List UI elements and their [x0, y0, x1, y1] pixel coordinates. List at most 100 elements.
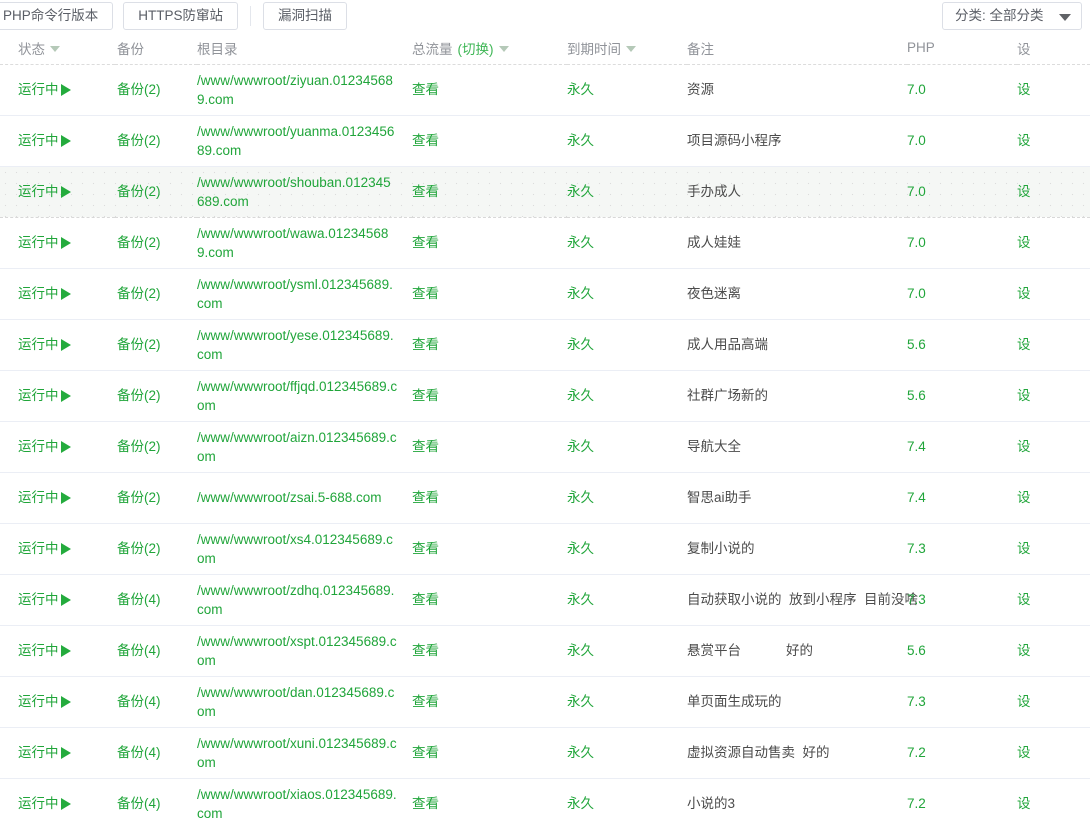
table-row[interactable]: 运行中 备份(2) /www/wwwroot/yese.012345689.com 查…: [0, 319, 1090, 370]
backup-link[interactable]: 备份(2): [117, 82, 161, 97]
settings-link[interactable]: 设: [1017, 82, 1031, 97]
backup-link[interactable]: 备份(2): [117, 133, 161, 148]
expire-date-link[interactable]: 永久: [567, 745, 594, 760]
play-icon[interactable]: [60, 135, 71, 147]
table-row[interactable]: 运行中 备份(2) /www/wwwroot/xs4.012345689.com 查看…: [0, 523, 1090, 574]
backup-link[interactable]: 备份(2): [117, 286, 161, 301]
settings-link[interactable]: 设: [1017, 490, 1031, 505]
backup-link[interactable]: 备份(2): [117, 388, 161, 403]
expire-date-link[interactable]: 永久: [567, 694, 594, 709]
expire-date-link[interactable]: 永久: [567, 439, 594, 454]
play-icon[interactable]: [60, 441, 71, 453]
backup-link[interactable]: 备份(4): [117, 796, 161, 811]
php-cli-version-button[interactable]: PHP命令行版本: [0, 2, 114, 30]
backup-link[interactable]: 备份(2): [117, 235, 161, 250]
table-row[interactable]: 运行中 备份(4) /www/wwwroot/xiaos.012345689.com…: [0, 778, 1090, 825]
root-path-link[interactable]: /www/wwwroot/ysml.012345689.com: [197, 276, 393, 311]
expire-date-link[interactable]: 永久: [567, 133, 594, 148]
table-row[interactable]: 运行中 备份(2) /www/wwwroot/shouban.012345689.c…: [0, 166, 1090, 217]
play-icon[interactable]: [60, 288, 71, 300]
backup-link[interactable]: 备份(2): [117, 184, 161, 199]
backup-link[interactable]: 备份(4): [117, 592, 161, 607]
view-traffic-link[interactable]: 查看: [412, 82, 439, 97]
expire-date-link[interactable]: 永久: [567, 337, 594, 352]
table-row[interactable]: 运行中 备份(4) /www/wwwroot/xuni.012345689.com 查…: [0, 727, 1090, 778]
view-traffic-link[interactable]: 查看: [412, 796, 439, 811]
view-traffic-link[interactable]: 查看: [412, 643, 439, 658]
backup-link[interactable]: 备份(4): [117, 745, 161, 760]
vulnerability-scan-button[interactable]: 漏洞扫描: [263, 2, 348, 30]
settings-link[interactable]: 设: [1017, 133, 1031, 148]
sort-caret-icon[interactable]: [498, 45, 509, 52]
settings-link[interactable]: 设: [1017, 184, 1031, 199]
play-icon[interactable]: [60, 186, 71, 198]
play-icon[interactable]: [60, 339, 71, 351]
php-version-link[interactable]: 7.3: [907, 694, 926, 709]
view-traffic-link[interactable]: 查看: [412, 745, 439, 760]
backup-link[interactable]: 备份(2): [117, 439, 161, 454]
root-path-link[interactable]: /www/wwwroot/xuni.012345689.com: [197, 735, 397, 770]
view-traffic-link[interactable]: 查看: [412, 490, 439, 505]
play-icon[interactable]: [60, 645, 71, 657]
expire-date-link[interactable]: 永久: [567, 388, 594, 403]
table-row[interactable]: 运行中 备份(2) /www/wwwroot/ysml.012345689.com 查…: [0, 268, 1090, 319]
sort-caret-icon[interactable]: [50, 45, 60, 52]
expire-date-link[interactable]: 永久: [567, 541, 594, 556]
settings-link[interactable]: 设: [1017, 745, 1031, 760]
view-traffic-link[interactable]: 查看: [412, 388, 439, 403]
settings-link[interactable]: 设: [1017, 286, 1031, 301]
root-path-link[interactable]: /www/wwwroot/xspt.012345689.com: [197, 633, 397, 668]
root-path-link[interactable]: /www/wwwroot/shouban.012345689.com: [197, 174, 391, 209]
play-icon[interactable]: [60, 594, 71, 606]
root-path-link[interactable]: /www/wwwroot/yese.012345689.com: [197, 327, 394, 362]
table-row[interactable]: 运行中 备份(2) /www/wwwroot/aizn.012345689.com 查…: [0, 421, 1090, 472]
play-icon[interactable]: [60, 237, 71, 249]
play-icon[interactable]: [60, 798, 71, 810]
php-version-link[interactable]: 7.0: [907, 286, 926, 301]
php-version-link[interactable]: 7.2: [907, 796, 926, 811]
php-version-link[interactable]: 5.6: [907, 337, 926, 352]
view-traffic-link[interactable]: 查看: [412, 541, 439, 556]
root-path-link[interactable]: /www/wwwroot/xs4.012345689.com: [197, 531, 393, 566]
play-icon[interactable]: [60, 747, 71, 759]
settings-link[interactable]: 设: [1017, 337, 1031, 352]
php-version-link[interactable]: 5.6: [907, 643, 926, 658]
view-traffic-link[interactable]: 查看: [412, 286, 439, 301]
settings-link[interactable]: 设: [1017, 235, 1031, 250]
expire-date-link[interactable]: 永久: [567, 490, 594, 505]
column-header-flow-toggle[interactable]: (切换): [457, 41, 494, 57]
settings-link[interactable]: 设: [1017, 541, 1031, 556]
table-row[interactable]: 运行中 备份(2) /www/wwwroot/ziyuan.012345689.co…: [0, 64, 1090, 115]
column-header-flow[interactable]: 总流量 (切换): [412, 32, 567, 65]
play-icon[interactable]: [60, 390, 71, 402]
php-version-link[interactable]: 7.0: [907, 184, 926, 199]
view-traffic-link[interactable]: 查看: [412, 694, 439, 709]
root-path-link[interactable]: /www/wwwroot/xiaos.012345689.com: [197, 786, 397, 821]
view-traffic-link[interactable]: 查看: [412, 439, 439, 454]
expire-date-link[interactable]: 永久: [567, 286, 594, 301]
settings-link[interactable]: 设: [1017, 439, 1031, 454]
php-version-link[interactable]: 7.3: [907, 592, 926, 607]
view-traffic-link[interactable]: 查看: [412, 235, 439, 250]
view-traffic-link[interactable]: 查看: [412, 592, 439, 607]
root-path-link[interactable]: /www/wwwroot/ziyuan.012345689.com: [197, 72, 393, 107]
https-anti-hijack-button[interactable]: HTTPS防窜站: [123, 2, 239, 30]
backup-link[interactable]: 备份(4): [117, 643, 161, 658]
root-path-link[interactable]: /www/wwwroot/zdhq.012345689.com: [197, 582, 395, 617]
expire-date-link[interactable]: 永久: [567, 643, 594, 658]
settings-link[interactable]: 设: [1017, 388, 1031, 403]
view-traffic-link[interactable]: 查看: [412, 133, 439, 148]
php-version-link[interactable]: 7.0: [907, 133, 926, 148]
view-traffic-link[interactable]: 查看: [412, 184, 439, 199]
php-version-link[interactable]: 5.6: [907, 388, 926, 403]
backup-link[interactable]: 备份(2): [117, 541, 161, 556]
settings-link[interactable]: 设: [1017, 592, 1031, 607]
root-path-link[interactable]: /www/wwwroot/yuanma.012345689.com: [197, 123, 395, 158]
settings-link[interactable]: 设: [1017, 643, 1031, 658]
php-version-link[interactable]: 7.4: [907, 490, 926, 505]
settings-link[interactable]: 设: [1017, 796, 1031, 811]
table-row[interactable]: 运行中 备份(2) /www/wwwroot/wawa.012345689.com 查…: [0, 217, 1090, 268]
play-icon[interactable]: [60, 84, 71, 96]
backup-link[interactable]: 备份(4): [117, 694, 161, 709]
php-version-link[interactable]: 7.3: [907, 541, 926, 556]
